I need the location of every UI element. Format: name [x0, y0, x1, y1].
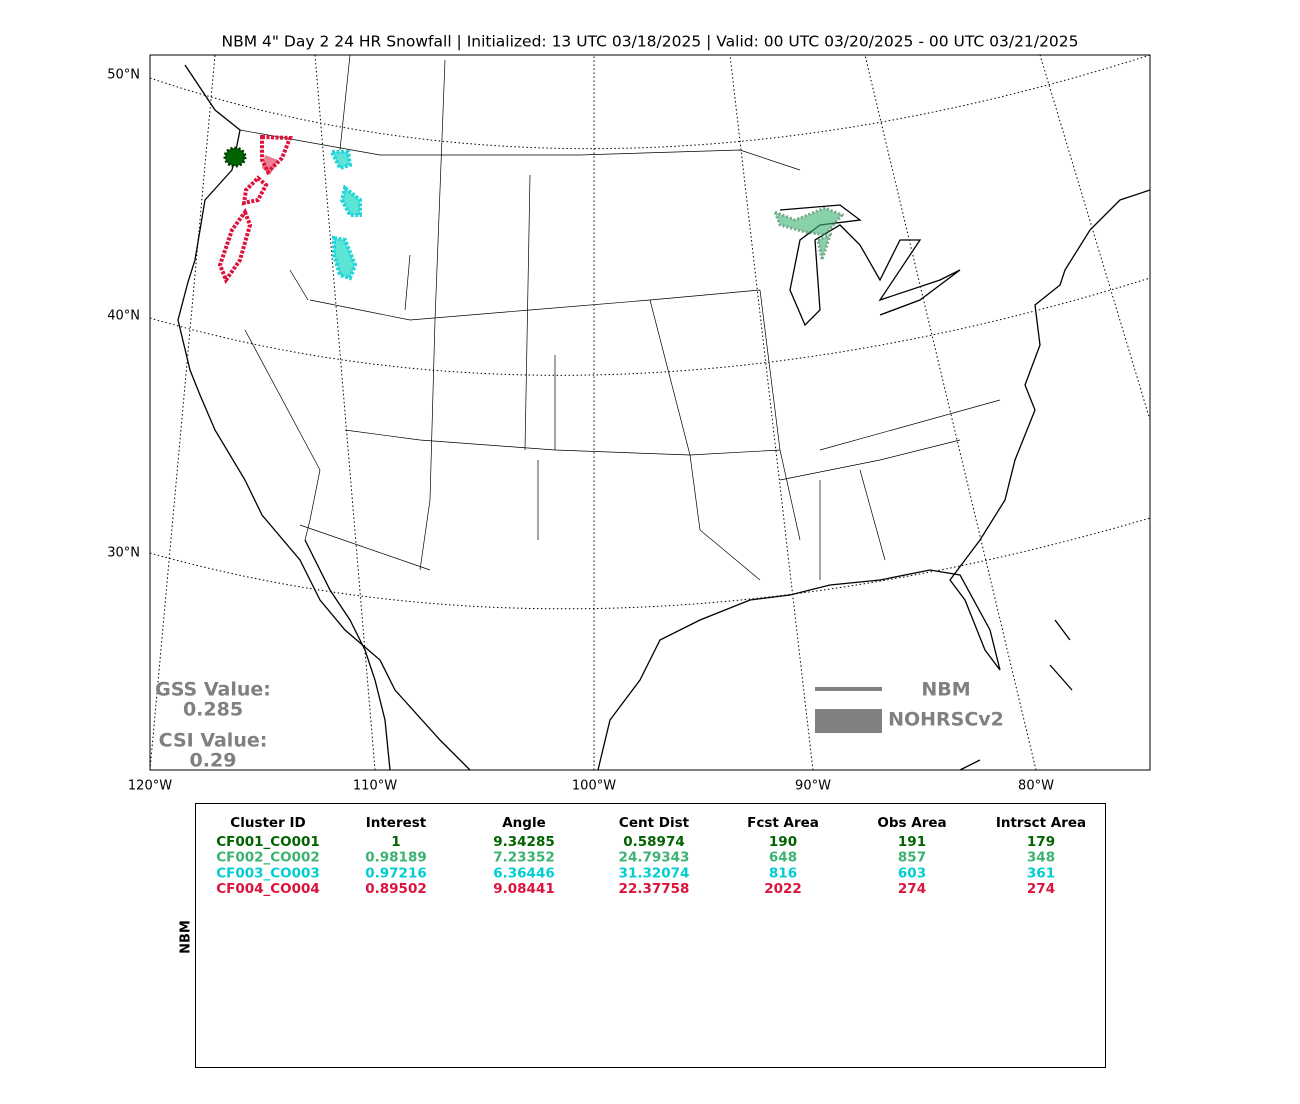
table-cell: 361	[1027, 865, 1055, 881]
column-header: Intrsct Area	[996, 815, 1086, 831]
table-cell: 179	[1027, 834, 1055, 850]
table-cell: CF002_CO002	[216, 850, 320, 866]
table-side-label: NBM	[179, 920, 194, 954]
table-cell: 0.89502	[365, 881, 427, 897]
column-header: Angle	[502, 815, 546, 831]
table-cell: 1	[391, 834, 400, 850]
clusters	[217, 134, 845, 285]
lat-label: 40°N	[107, 309, 140, 324]
table-cell: 274	[1027, 881, 1055, 897]
table-cell: 857	[898, 850, 926, 866]
meridian	[1039, 55, 1150, 421]
table-cell: CF004_CO004	[216, 881, 320, 897]
parallel	[150, 277, 1150, 376]
lon-label: 90°W	[795, 779, 831, 794]
map: NBM NOHRSCv2 GSS Value: 0.285 CSI Value:…	[149, 54, 1151, 772]
table-cell: 0.97216	[365, 865, 427, 881]
coastline	[597, 189, 1150, 770]
title: NBM 4" Day 2 24 HR Snowfall | Initialize…	[221, 33, 1078, 51]
gss-value: 0.285	[183, 699, 243, 721]
table-cell: 6.36446	[493, 865, 555, 881]
border	[239, 55, 1001, 581]
table-cell: 648	[769, 850, 797, 866]
legend-label: NOHRSCv2	[888, 709, 1004, 731]
lon-label: 100°W	[572, 779, 616, 794]
column-header: Fcst Area	[747, 815, 819, 831]
table-cell: 31.32074	[619, 865, 690, 881]
lat-label: 30°N	[107, 546, 140, 561]
cluster-shape	[328, 150, 362, 281]
table-cell: 0.58974	[623, 834, 685, 850]
table-cell: 274	[898, 881, 926, 897]
table-cell: 0.98189	[365, 850, 427, 866]
table-cell: 348	[1027, 850, 1055, 866]
cluster-shape	[223, 146, 247, 168]
csi-label: CSI Value:	[159, 730, 268, 752]
map-frame	[149, 54, 1151, 771]
column-header: Cent Dist	[619, 815, 690, 831]
cluster-shape	[262, 155, 278, 175]
gss-label: GSS Value:	[155, 679, 271, 701]
table-cell: 24.79343	[619, 850, 690, 866]
column-header: Cluster ID	[230, 815, 305, 831]
table-cell: CF003_CO003	[216, 865, 320, 881]
table-frame	[195, 803, 1106, 1068]
column-header: Interest	[366, 815, 427, 831]
legend-swatch	[815, 709, 882, 733]
table-cell: 22.37758	[619, 881, 690, 897]
lon-label: 120°W	[128, 779, 172, 794]
table: Cluster ID Interest Angle Cent Dist Fcst Are…	[216, 815, 1086, 897]
column-header: Obs Area	[877, 815, 946, 831]
table-cell: 9.08441	[493, 881, 555, 897]
lat-label: 50°N	[107, 68, 140, 83]
table-cell: 9.34285	[493, 834, 555, 850]
table-cell: 2022	[764, 881, 802, 897]
csi-value: 0.29	[190, 750, 237, 772]
table-cell: 190	[769, 834, 797, 850]
meridian	[864, 55, 1037, 770]
table-cell: 7.23352	[493, 850, 555, 866]
cluster-shape	[772, 206, 845, 266]
parallel	[150, 55, 1150, 150]
table-cell: 816	[769, 865, 797, 881]
table-cell: CF001_CO001	[216, 834, 320, 850]
table-cell: 191	[898, 834, 926, 850]
coastline	[177, 64, 471, 770]
lon-label: 80°W	[1018, 779, 1054, 794]
meridian	[150, 55, 216, 770]
table-cell: 603	[898, 865, 926, 881]
coastline	[959, 619, 1073, 770]
legend-label: NBM	[921, 679, 970, 701]
meridian	[729, 55, 814, 770]
lon-label: 110°W	[353, 779, 397, 794]
axis-labels: 50°N 40°N 30°N 120°W 110°W 100°W 90°W 80°W	[107, 68, 1054, 794]
coastline	[304, 539, 391, 770]
parallel	[150, 517, 1150, 610]
